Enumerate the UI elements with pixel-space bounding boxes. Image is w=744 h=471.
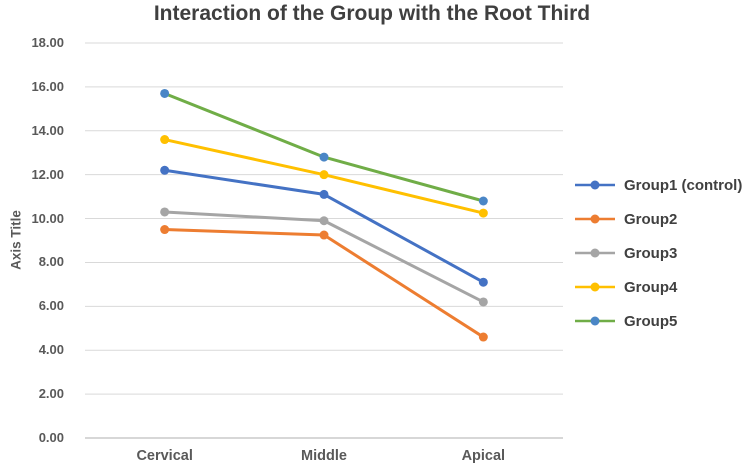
legend-dot bbox=[590, 180, 600, 190]
y-tick-label: 12.00 bbox=[31, 166, 64, 182]
x-category-label-cervical: Cervical bbox=[136, 448, 193, 464]
legend-item-group5: Group5 bbox=[574, 304, 742, 338]
legend-dot bbox=[590, 214, 600, 224]
data-point-group4-middle bbox=[319, 170, 329, 180]
legend-item-group4: Group4 bbox=[574, 270, 742, 304]
data-point-group1-control-cervical bbox=[160, 165, 170, 175]
series-line-group5 bbox=[163, 91, 485, 203]
legend-label: Group3 bbox=[624, 244, 678, 262]
data-point-group5-middle bbox=[319, 152, 329, 162]
data-point-group2-middle bbox=[319, 230, 329, 240]
x-category-label-middle: Middle bbox=[301, 448, 347, 464]
legend-item-group1-control: Group1 (control) bbox=[574, 168, 742, 202]
legend-item-group3: Group3 bbox=[574, 236, 742, 270]
data-point-group3-cervical bbox=[160, 207, 170, 217]
legend-label: Group4 bbox=[624, 278, 678, 296]
y-tick-label: 18.00 bbox=[31, 35, 64, 50]
y-tick-label: 14.00 bbox=[31, 122, 64, 138]
legend-label: Group1 (control) bbox=[624, 176, 743, 194]
data-point-group3-apical bbox=[478, 297, 488, 307]
legend-label: Group5 bbox=[624, 312, 678, 330]
legend: Group1 (control) Group2 Group3 Group4 Group5 bbox=[574, 168, 742, 338]
data-point-group2-cervical bbox=[160, 225, 170, 235]
x-category-label-apical: Apical bbox=[461, 448, 506, 464]
data-point-group4-apical bbox=[478, 208, 488, 218]
legend-marker-icon bbox=[575, 316, 615, 326]
data-point-group3-middle bbox=[319, 216, 329, 226]
data-point-group2-apical bbox=[478, 332, 488, 342]
y-tick-label: 4.00 bbox=[38, 342, 64, 358]
data-point-group1-control-apical bbox=[478, 277, 488, 287]
y-tick-label: 2.00 bbox=[38, 386, 64, 402]
chart-title: Interaction of the Group with the Root T… bbox=[153, 2, 591, 25]
y-tick-label: 6.00 bbox=[38, 298, 64, 314]
y-tick-label: 0.00 bbox=[38, 430, 64, 445]
legend-marker-icon bbox=[575, 282, 615, 292]
legend-dot bbox=[590, 316, 600, 326]
data-point-group5-apical bbox=[478, 196, 488, 206]
data-point-group5-cervical bbox=[160, 88, 170, 98]
legend-marker-icon bbox=[575, 248, 615, 258]
legend-marker-icon bbox=[575, 214, 615, 224]
y-tick-label: 8.00 bbox=[38, 254, 64, 270]
series-line-group2 bbox=[163, 228, 485, 339]
legend-dot bbox=[590, 282, 600, 292]
legend-marker-icon bbox=[575, 180, 615, 190]
y-tick-label: 10.00 bbox=[31, 210, 64, 226]
legend-dot bbox=[590, 248, 600, 258]
y-tick-label: 16.00 bbox=[31, 78, 64, 94]
legend-label: Group2 bbox=[624, 210, 678, 228]
legend-item-group2: Group2 bbox=[574, 202, 742, 236]
data-point-group1-control-middle bbox=[319, 189, 329, 199]
data-point-group4-cervical bbox=[160, 135, 170, 145]
